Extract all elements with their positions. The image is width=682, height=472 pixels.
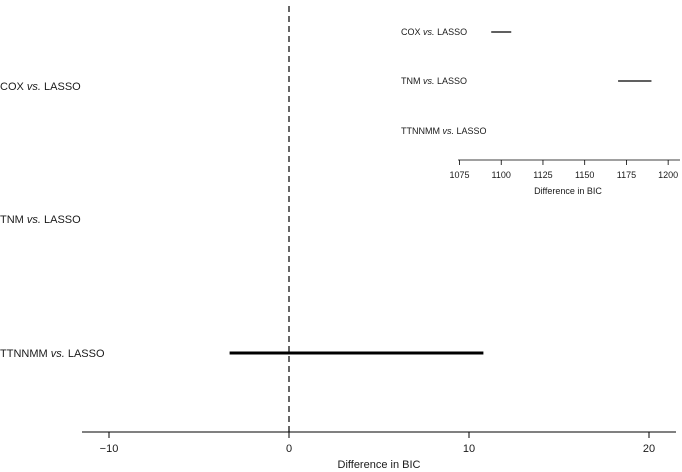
main-x-axis-ticks: −10 0 10 20 — [100, 432, 655, 455]
main-panel: COX vs. LASSO TNM vs. LASSO TTNNMM vs. L… — [0, 6, 676, 471]
main-row-label: TNM vs. LASSO — [0, 214, 81, 226]
inset-panel: COX vs. LASSO TNM vs. LASSO TTNNMM vs. L… — [401, 27, 680, 196]
main-row-label: TTNNMM vs. LASSO — [0, 348, 105, 360]
main-row-label: COX vs. LASSO — [0, 81, 81, 93]
main-row-labels: COX vs. LASSO TNM vs. LASSO TTNNMM vs. L… — [0, 81, 105, 360]
inset-x-tick-label: 1125 — [533, 170, 552, 180]
main-x-tick-label: 0 — [286, 443, 292, 455]
inset-x-tick-label: 1200 — [658, 170, 678, 180]
main-x-axis-label: Difference in BIC — [338, 459, 421, 471]
inset-interval-group — [491, 31, 652, 82]
inset-row-label: TTNNMM vs. LASSO — [401, 126, 487, 136]
main-x-tick-label: 20 — [643, 443, 655, 455]
main-x-tick-label: −10 — [100, 443, 119, 455]
inset-x-axis-label: Difference in BIC — [534, 186, 602, 196]
inset-x-tick-label: 1100 — [492, 170, 511, 180]
inset-x-axis-ticks: 1075 1100 1125 1150 1175 1200 — [449, 160, 678, 180]
inset-row-label: TNM vs. LASSO — [401, 76, 467, 86]
inset-row-label: COX vs. LASSO — [401, 27, 467, 37]
inset-x-tick-label: 1075 — [449, 170, 469, 180]
inset-row-labels: COX vs. LASSO TNM vs. LASSO TTNNMM vs. L… — [401, 27, 487, 136]
inset-x-tick-label: 1175 — [617, 170, 636, 180]
inset-x-tick-label: 1150 — [575, 170, 594, 180]
main-x-tick-label: 10 — [463, 443, 475, 455]
